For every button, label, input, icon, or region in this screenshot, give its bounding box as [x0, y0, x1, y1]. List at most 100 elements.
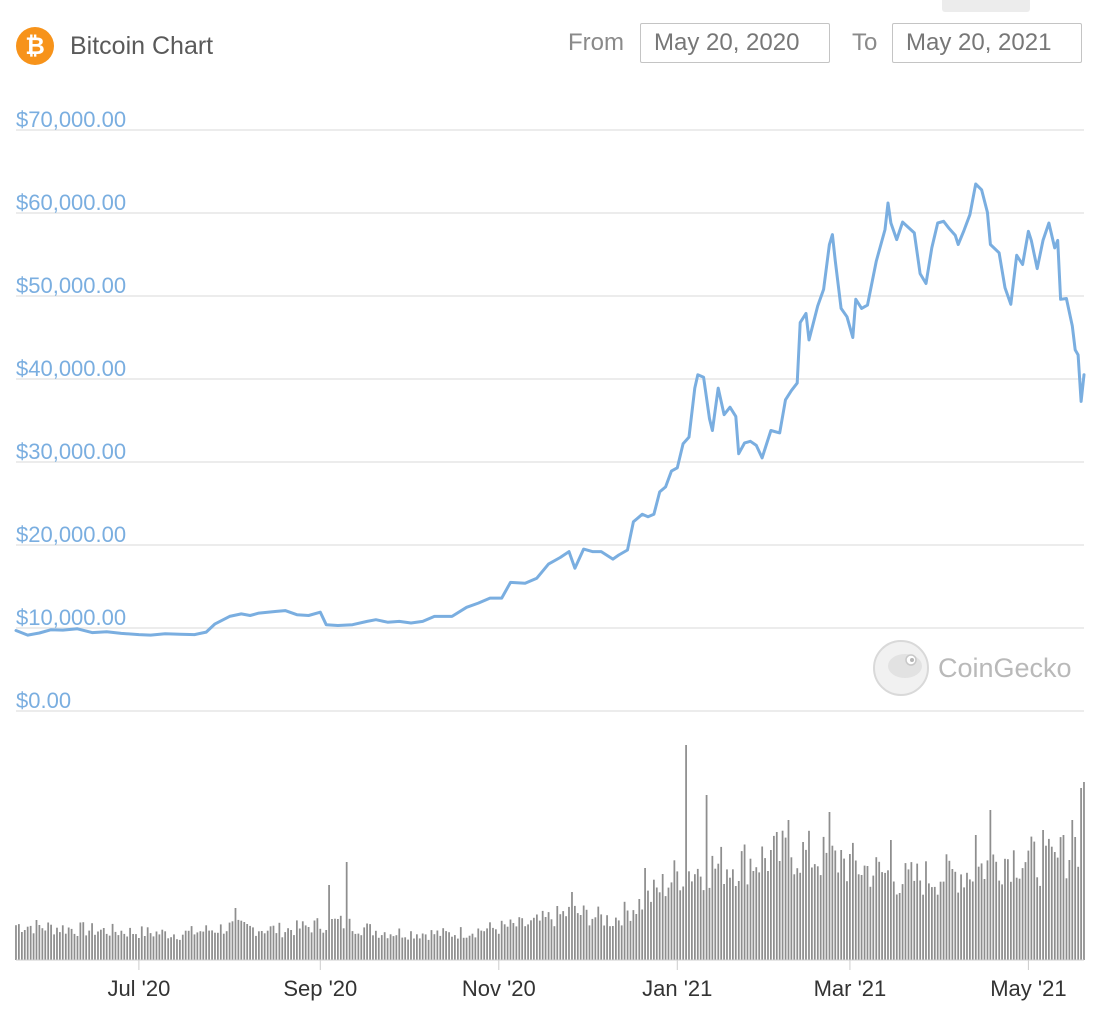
volume-bar	[860, 875, 863, 960]
volume-bar	[234, 908, 237, 960]
volume-bar	[442, 928, 445, 960]
volume-bar	[664, 896, 667, 960]
volume-bar	[369, 924, 371, 960]
volume-bar	[489, 922, 491, 960]
volume-bar	[895, 894, 898, 960]
volume-bar	[1033, 841, 1036, 960]
volume-bar	[1039, 885, 1041, 960]
volume-bar	[544, 917, 547, 960]
volume-bar	[778, 861, 781, 960]
volume-bar	[123, 933, 126, 960]
volume-bar	[462, 937, 465, 960]
to-date-input[interactable]	[892, 23, 1082, 63]
volume-bar	[998, 880, 1001, 960]
volume-bar	[638, 899, 641, 960]
volume-bar	[536, 914, 538, 960]
volume-bar	[761, 846, 764, 960]
volume-bar	[117, 935, 120, 960]
volume-bar	[129, 927, 131, 960]
volume-bar	[287, 928, 289, 960]
volume-bar	[600, 914, 603, 960]
volume-bar	[26, 926, 29, 960]
volume-bar	[503, 924, 506, 960]
volume-bar	[784, 837, 787, 960]
volume-bar	[872, 875, 875, 960]
volume-bar	[881, 872, 883, 960]
volume-bar	[413, 938, 415, 960]
from-date-input[interactable]	[640, 23, 830, 63]
volume-bar	[755, 867, 758, 960]
volume-bar	[559, 914, 562, 960]
volume-bar	[266, 930, 269, 960]
volume-bar	[190, 926, 193, 960]
volume-bar	[389, 934, 392, 960]
volume-bar	[819, 875, 822, 960]
volume-bar	[407, 939, 409, 960]
volume-bar	[322, 932, 325, 960]
volume-bar	[512, 923, 515, 960]
volume-bar	[691, 881, 693, 960]
volume-bar	[360, 935, 363, 960]
volume-bar	[325, 930, 328, 960]
volume-bar	[102, 928, 105, 960]
from-label: From	[568, 29, 624, 56]
volume-bar	[1065, 878, 1068, 960]
volume-bar	[272, 925, 275, 960]
volume-bar	[100, 929, 102, 960]
volume-bar	[260, 931, 263, 960]
volume-bar	[313, 920, 316, 960]
volume-bar	[796, 868, 799, 960]
volume-bar	[404, 937, 407, 960]
volume-bar	[459, 927, 462, 960]
volume-bar	[787, 820, 790, 960]
volume-bar	[603, 925, 606, 960]
volume-bar	[480, 930, 483, 960]
volume-bar	[187, 930, 190, 960]
x-axis-ticks: Jul '20 Sep '20 Nov '20 Jan '21 Mar '21 May '…	[107, 960, 1067, 1001]
volume-bar	[974, 835, 977, 960]
volume-bar	[840, 850, 843, 960]
volume-bar	[345, 862, 348, 960]
volume-bar	[1021, 868, 1024, 960]
y-tick-label: $30,000.00	[16, 439, 126, 464]
volume-bar	[126, 936, 129, 960]
volume-bar	[228, 922, 231, 960]
volume-bar	[623, 901, 626, 960]
volume-bar	[1062, 835, 1065, 960]
volume-bar	[15, 925, 17, 960]
volume-bar	[574, 905, 576, 960]
volume-bar	[193, 934, 196, 960]
volume-bar	[852, 842, 854, 960]
volume-bar	[553, 926, 556, 960]
volume-bar	[301, 921, 304, 960]
volume-bar	[831, 845, 834, 960]
volume-bar	[91, 923, 93, 960]
volume-bar	[708, 887, 711, 960]
y-tick-label: $50,000.00	[16, 273, 126, 298]
volume-bar	[714, 868, 717, 960]
volume-bar	[219, 924, 222, 960]
volume-bar	[50, 924, 52, 960]
volume-bar	[957, 892, 960, 960]
volume-bar	[164, 931, 167, 960]
volume-bar	[857, 874, 860, 960]
volume-bar	[252, 927, 254, 960]
volume-bar	[416, 934, 418, 960]
volume-bar	[304, 925, 307, 960]
volume-bar	[296, 920, 298, 960]
volume-bar	[85, 935, 88, 960]
volume-bar	[319, 928, 322, 960]
volume-bar	[925, 861, 927, 960]
top-button-stub[interactable]	[942, 0, 1030, 12]
volume-bar	[550, 919, 553, 960]
price-series-line[interactable]	[14, 182, 1086, 637]
volume-bar	[849, 854, 851, 960]
volume-bar	[828, 812, 831, 960]
volume-bar	[1036, 877, 1039, 960]
volume-bar	[61, 925, 64, 960]
volume-bar	[547, 912, 550, 960]
volume-bar	[468, 935, 471, 960]
volume-bar	[834, 850, 837, 960]
volume-bar	[933, 886, 936, 960]
